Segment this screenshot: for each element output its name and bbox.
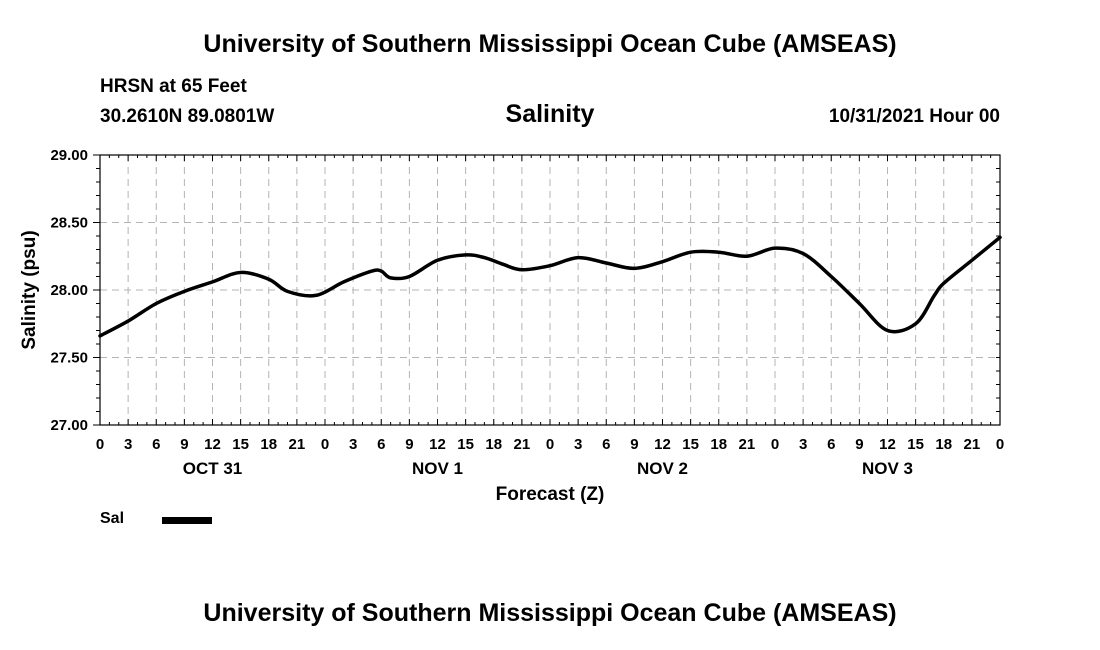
x-tick-label: 0 <box>996 436 1004 453</box>
y-tick-label: 28.00 <box>50 282 88 299</box>
x-tick-label: 15 <box>907 436 924 453</box>
x-tick-label: 3 <box>574 436 582 453</box>
x-tick-label: 0 <box>546 436 554 453</box>
station-label: HRSN at 65 Feet <box>100 76 247 97</box>
x-tick-label: 0 <box>771 436 779 453</box>
x-tick-label: 6 <box>377 436 385 453</box>
x-tick-label: 12 <box>654 436 671 453</box>
x-tick-label: 9 <box>855 436 863 453</box>
x-tick-label: 21 <box>739 436 756 453</box>
x-tick-label: 18 <box>260 436 277 453</box>
x-tick-label: 15 <box>682 436 699 453</box>
day-label: NOV 1 <box>412 459 463 478</box>
x-tick-label: 15 <box>232 436 249 453</box>
x-tick-label: 3 <box>349 436 357 453</box>
chart-header-title: University of Southern Mississippi Ocean… <box>203 30 897 58</box>
grid-lines <box>100 155 1000 425</box>
x-tick-label: 21 <box>514 436 531 453</box>
x-axis-title: Forecast (Z) <box>496 484 605 505</box>
x-tick-label: 18 <box>710 436 727 453</box>
x-tick-label: 18 <box>485 436 502 453</box>
x-tick-label: 3 <box>124 436 132 453</box>
coordinates-label: 30.2610N 89.0801W <box>100 106 275 127</box>
day-label: NOV 2 <box>637 459 688 478</box>
x-tick-label: 21 <box>289 436 306 453</box>
x-tick-label: 0 <box>96 436 104 453</box>
x-tick-label: 12 <box>429 436 446 453</box>
x-tick-label: 6 <box>827 436 835 453</box>
x-tick-label: 6 <box>602 436 610 453</box>
footer-title: University of Southern Mississippi Ocean… <box>203 599 897 627</box>
y-tick-label: 28.50 <box>50 215 88 232</box>
datetime-label: 10/31/2021 Hour 00 <box>828 106 1000 127</box>
day-label: NOV 3 <box>862 459 913 478</box>
chart-title: Salinity <box>505 100 595 128</box>
y-tick-label: 29.00 <box>50 147 88 164</box>
x-tick-label: 9 <box>405 436 413 453</box>
x-tick-label: 0 <box>321 436 329 453</box>
x-tick-label: 18 <box>935 436 952 453</box>
day-label: OCT 31 <box>183 459 243 478</box>
legend-swatch <box>162 517 212 524</box>
x-tick-label: 6 <box>152 436 160 453</box>
y-axis-title: Salinity (psu) <box>19 230 40 349</box>
x-tick-label: 9 <box>630 436 638 453</box>
axis-labels: 0 3 6 9 12 15 18 21 0 3 6 9 12 15 18 21 0 3 6 9 12 15 18 21 0 3 6 9… <box>19 147 1004 505</box>
x-tick-label: 12 <box>204 436 221 453</box>
axis-ticks <box>93 154 1001 426</box>
x-tick-label: 21 <box>964 436 981 453</box>
y-tick-label: 27.50 <box>50 350 88 367</box>
x-tick-label: 12 <box>879 436 896 453</box>
y-tick-label: 27.00 <box>50 417 88 434</box>
x-tick-label: 15 <box>457 436 474 453</box>
x-tick-label: 3 <box>799 436 807 453</box>
legend-label: Sal <box>100 510 125 527</box>
data-series <box>98 235 1002 338</box>
x-tick-label: 9 <box>180 436 188 453</box>
